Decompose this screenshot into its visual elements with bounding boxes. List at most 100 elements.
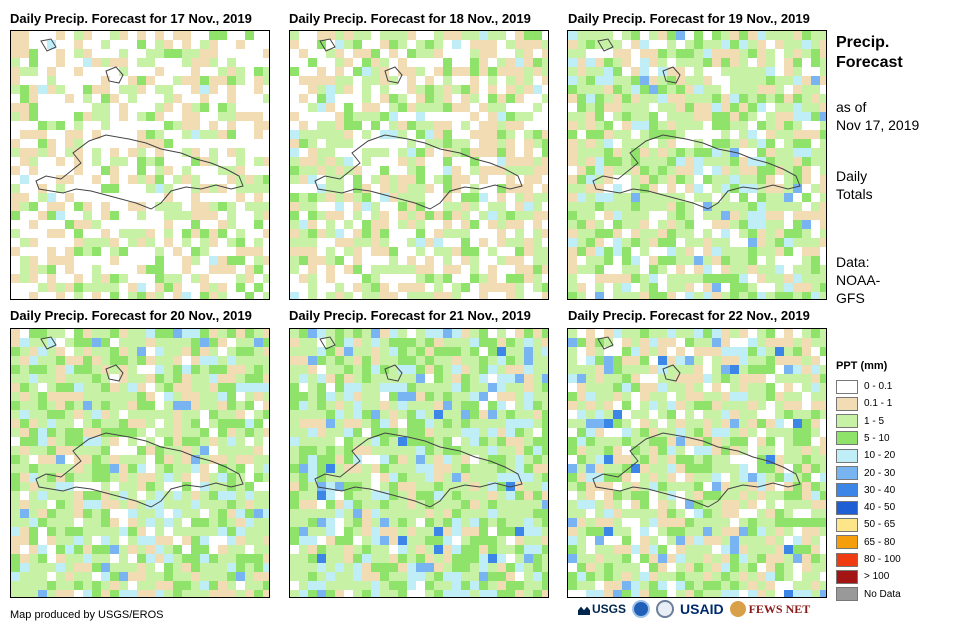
precip-cell [820, 292, 826, 299]
precip-cell [631, 292, 640, 299]
precip-cell [676, 455, 685, 464]
precip-cell [694, 148, 703, 157]
precip-cell [128, 527, 137, 536]
precip-cell [524, 347, 533, 356]
precip-cell [74, 428, 83, 437]
precip-cell [182, 265, 191, 274]
precip-cell [92, 238, 101, 247]
precip-cell [110, 157, 119, 166]
precip-cell [326, 220, 335, 229]
precip-cell [479, 590, 488, 597]
precip-cell [227, 563, 236, 572]
precip-cell [811, 563, 820, 572]
precip-cell [470, 193, 479, 202]
precip-cell [20, 590, 29, 597]
precip-cell [685, 274, 694, 283]
precip-cell [137, 76, 146, 85]
precip-cell [29, 437, 38, 446]
precip-cell [685, 157, 694, 166]
precip-cell [631, 220, 640, 229]
precip-cell [416, 392, 425, 401]
precip-cell [65, 374, 74, 383]
precip-cell [371, 329, 380, 338]
precip-cell [74, 112, 83, 121]
precip-cell [488, 148, 497, 157]
precip-cell [155, 500, 164, 509]
precip-cell [137, 112, 146, 121]
precip-cell [452, 292, 461, 299]
precip-cell [586, 265, 595, 274]
precip-cell [748, 292, 757, 299]
precip-cell [389, 473, 398, 482]
precip-cell [380, 211, 389, 220]
precip-cell [335, 121, 344, 130]
precip-cell [775, 572, 784, 581]
precip-cell [452, 67, 461, 76]
precip-cell [802, 383, 811, 392]
precip-cell [685, 437, 694, 446]
precip-cell [74, 509, 83, 518]
precip-cell [640, 112, 649, 121]
precip-cell [254, 428, 263, 437]
precip-cell [793, 292, 802, 299]
precip-cell [173, 401, 182, 410]
precip-cell [299, 473, 308, 482]
precip-cell [649, 202, 658, 211]
precip-cell [757, 365, 766, 374]
precip-cell [29, 157, 38, 166]
precip-cell [65, 428, 74, 437]
precip-cell [586, 238, 595, 247]
precip-cell [766, 338, 775, 347]
precip-cell [649, 446, 658, 455]
precip-cell [11, 365, 20, 374]
legend-swatch [836, 517, 858, 532]
precip-cell [703, 563, 712, 572]
precip-cell [83, 374, 92, 383]
precip-cell [640, 464, 649, 473]
precip-cell [613, 455, 622, 464]
precip-cell [461, 247, 470, 256]
precip-cell [667, 31, 676, 40]
precip-cell [470, 563, 479, 572]
precip-cell [335, 329, 344, 338]
precip-cell [452, 202, 461, 211]
precip-cell [622, 581, 631, 590]
precip-cell [290, 437, 299, 446]
precip-cell [568, 175, 577, 184]
precip-cell [317, 256, 326, 265]
precip-cell [793, 211, 802, 220]
precip-cell [577, 112, 586, 121]
precip-cell [218, 500, 227, 509]
precip-cell [137, 139, 146, 148]
precip-cell [443, 500, 452, 509]
precip-cell [497, 256, 506, 265]
precip-cell [631, 238, 640, 247]
precip-cell [353, 121, 362, 130]
precip-cell [712, 518, 721, 527]
precip-cell [389, 256, 398, 265]
precip-cell [461, 31, 470, 40]
precip-cell [263, 392, 269, 401]
precip-cell [568, 292, 577, 299]
precip-cell [11, 166, 20, 175]
precip-cell [209, 500, 218, 509]
precip-cell [488, 139, 497, 148]
precip-cell [802, 500, 811, 509]
precip-cell [613, 103, 622, 112]
precip-cell [398, 455, 407, 464]
precip-cell [775, 338, 784, 347]
precip-cell [766, 446, 775, 455]
precip-cell [658, 166, 667, 175]
precip-cell [344, 121, 353, 130]
precip-cell [119, 365, 128, 374]
precip-cell [721, 365, 730, 374]
precip-cell [209, 374, 218, 383]
precip-cell [101, 563, 110, 572]
precip-cell [640, 49, 649, 58]
precip-cell [479, 121, 488, 130]
precip-cell [685, 85, 694, 94]
precip-cell [721, 202, 730, 211]
precip-cell [757, 274, 766, 283]
precip-cell [254, 419, 263, 428]
precip-cell [721, 581, 730, 590]
